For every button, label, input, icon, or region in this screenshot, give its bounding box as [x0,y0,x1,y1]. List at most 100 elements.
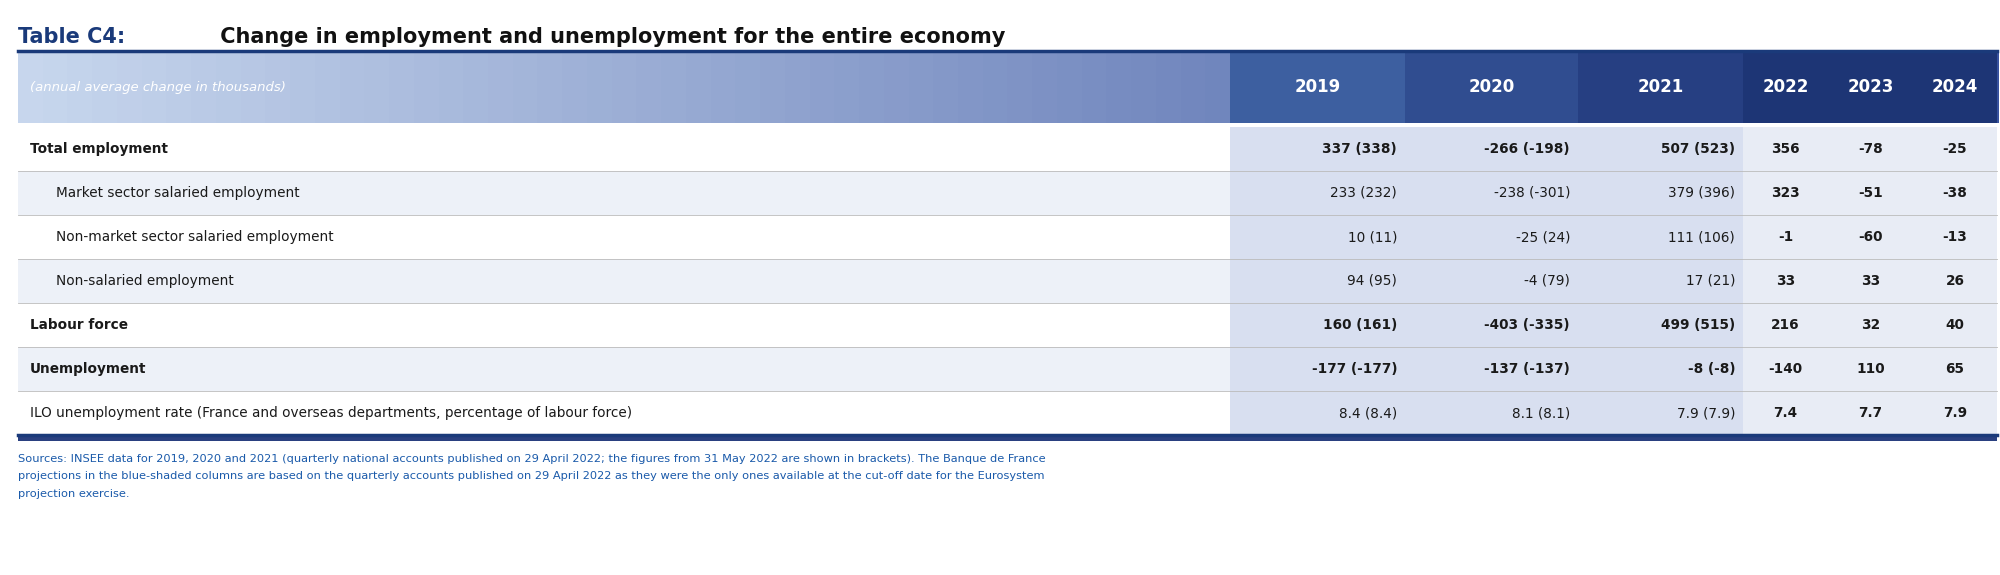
Bar [18,435,1996,440]
Text: Total employment: Total employment [30,142,168,156]
Bar [1404,391,1578,435]
Text: 2023: 2023 [1848,78,1894,96]
Text: -25: -25 [1942,142,1968,156]
Bar [1828,347,1912,391]
Bar [1106,51,1134,123]
Bar [1626,51,1652,123]
Text: 110: 110 [1856,362,1884,376]
Bar [438,51,466,123]
Bar [810,51,836,123]
Bar [1912,259,1996,303]
Bar [1750,51,1776,123]
Bar [18,51,44,123]
Bar [1478,51,1504,123]
Bar [116,51,144,123]
Text: projections in the blue-shaded columns are based on the quarterly accounts publi: projections in the blue-shaded columns a… [18,471,1044,481]
Bar [216,51,242,123]
Bar [1724,51,1752,123]
Bar [908,51,936,123]
Bar [1206,51,1232,123]
Bar [1156,51,1182,123]
Bar [1008,51,1034,123]
Bar [586,51,614,123]
Bar [1578,303,1744,347]
Text: -1: -1 [1778,230,1794,244]
Bar [18,127,1230,171]
Bar [340,51,366,123]
Text: Sources: INSEE data for 2019, 2020 and 2021 (quarterly national accounts publish: Sources: INSEE data for 2019, 2020 and 2… [18,454,1046,463]
Bar [512,51,540,123]
Text: 337 (338): 337 (338) [1322,142,1396,156]
Text: (annual average change in thousands): (annual average change in thousands) [30,81,286,94]
Bar [1378,51,1406,123]
Bar [1828,127,1912,171]
Text: Labour force: Labour force [30,318,128,332]
Bar [1526,51,1554,123]
Bar [1428,51,1454,123]
Bar [1948,51,1974,123]
Bar [1578,51,1744,123]
Bar [1848,51,1876,123]
Bar [414,51,440,123]
Bar [612,51,638,123]
Bar [1032,51,1058,123]
Text: 379 (396): 379 (396) [1668,186,1736,200]
Bar [538,51,564,123]
Bar [686,51,712,123]
Bar [934,51,960,123]
Text: -238 (-301): -238 (-301) [1494,186,1570,200]
Bar [1132,51,1158,123]
Bar [1330,51,1356,123]
Text: -13: -13 [1942,230,1968,244]
Text: 323: 323 [1772,186,1800,200]
Bar [1828,391,1912,435]
Bar [1828,171,1912,215]
Bar [1552,51,1578,123]
Bar [1912,215,1996,259]
Bar [636,51,664,123]
Bar [68,51,94,123]
Text: 32: 32 [1860,318,1880,332]
Bar [1082,51,1108,123]
Text: 17 (21): 17 (21) [1686,274,1736,288]
Bar [1230,215,1404,259]
Bar [1824,51,1850,123]
Text: projection exercise.: projection exercise. [18,489,130,499]
Bar [1898,51,1924,123]
Text: 233 (232): 233 (232) [1330,186,1396,200]
Text: 2021: 2021 [1638,78,1684,96]
Bar [1230,347,1404,391]
Text: -78: -78 [1858,142,1882,156]
Bar [390,51,416,123]
Text: -51: -51 [1858,186,1882,200]
Bar [1404,51,1430,123]
Bar [464,51,490,123]
Text: 26: 26 [1946,274,1964,288]
Text: 499 (515): 499 (515) [1660,318,1736,332]
Text: Unemployment: Unemployment [30,362,146,376]
Bar [290,51,316,123]
Text: 7.9: 7.9 [1942,406,1968,420]
Bar [1230,51,1256,123]
Bar [18,215,1230,259]
Bar [1578,127,1744,171]
Text: Market sector salaried employment: Market sector salaried employment [56,186,300,200]
Bar [1800,51,1826,123]
Bar [1922,51,1950,123]
Bar [1744,215,1828,259]
Bar [92,51,118,123]
Text: 10 (11): 10 (11) [1348,230,1396,244]
Text: -266 (-198): -266 (-198) [1484,142,1570,156]
Text: Non-market sector salaried employment: Non-market sector salaried employment [56,230,334,244]
Bar [1230,127,1404,171]
Text: 94 (95): 94 (95) [1348,274,1396,288]
Bar [1744,259,1828,303]
Text: 111 (106): 111 (106) [1668,230,1736,244]
Bar [1602,51,1628,123]
Bar [240,51,268,123]
Text: 8.4 (8.4): 8.4 (8.4) [1338,406,1396,420]
Text: -60: -60 [1858,230,1882,244]
Bar [562,51,588,123]
Bar [1912,391,1996,435]
Text: 507 (523): 507 (523) [1662,142,1736,156]
